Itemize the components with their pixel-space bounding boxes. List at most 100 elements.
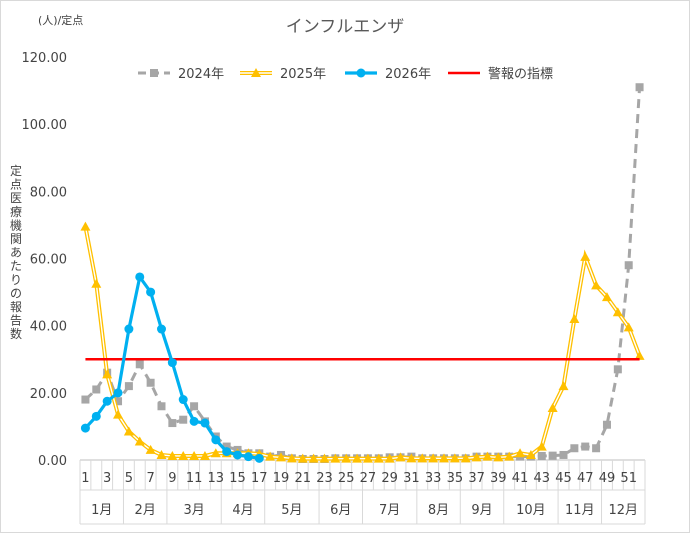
series-2024-point: [222, 442, 231, 451]
series-2026-point: [102, 396, 112, 406]
legend-label: 2026年: [385, 67, 431, 82]
series-2024-point: [81, 395, 90, 404]
x-tick-label: 47: [577, 471, 594, 486]
month-label: 6月: [330, 503, 351, 518]
month-label: 11月: [565, 503, 595, 518]
series-2025-point: [536, 441, 547, 451]
series-2024-point: [570, 444, 579, 453]
x-tick-label: 31: [403, 471, 420, 486]
series-2026-point: [124, 324, 134, 334]
x-tick-label: 7: [146, 471, 154, 486]
x-tick-label: 15: [229, 471, 246, 486]
y-label-char: 医: [10, 191, 22, 205]
series-2025-point: [612, 307, 623, 317]
series-2025-point: [547, 402, 558, 412]
series-2025-point: [352, 453, 363, 463]
x-tick-label: 33: [425, 471, 442, 486]
series-2026-point: [113, 388, 123, 398]
series-2024-point: [146, 378, 155, 387]
series-2024-point: [537, 451, 546, 460]
series-2025-point: [406, 453, 417, 463]
month-label: 7月: [379, 503, 400, 518]
legend-label: 2024年: [178, 67, 224, 82]
y-label-char: り: [10, 273, 22, 287]
y-label-char: 療: [10, 205, 22, 219]
x-tick-label: 37: [468, 471, 485, 486]
month-label: 3月: [183, 503, 204, 518]
series-2024-point: [613, 365, 622, 374]
y-axis-ticks: 0.00 20.00 40.00 60.00 80.00 100.00 120.00: [22, 51, 68, 469]
series-2025-point: [417, 453, 428, 463]
series-2024-point: [592, 444, 601, 453]
series-2024-point: [624, 261, 633, 270]
series-2024-point: [602, 420, 611, 429]
series-2024-point: [179, 415, 188, 424]
series-2025-point: [591, 280, 602, 290]
series-2025-point: [373, 453, 384, 463]
series-2025-point: [330, 453, 341, 463]
series-2025-point: [319, 453, 330, 463]
y-tick-label: 0.00: [38, 454, 67, 469]
axes: [79, 459, 646, 525]
y-tick-label: 120.00: [22, 51, 68, 66]
y-label-char: 報: [10, 300, 22, 314]
x-tick-label: 51: [620, 471, 637, 486]
series-2025-point: [601, 292, 612, 302]
series-2024-point: [559, 450, 568, 459]
series-2025-point: [558, 381, 569, 391]
x-tick-label: 35: [447, 471, 464, 486]
series-2025-point: [395, 452, 406, 462]
series-2024-point: [92, 385, 101, 394]
unit-label: (人)/定点: [38, 13, 83, 27]
x-tick-label: 29: [381, 471, 398, 486]
x-tick-label: 49: [599, 471, 616, 486]
series-2025-point: [623, 322, 634, 332]
chart-title: インフルエンザ: [286, 17, 405, 37]
series-2025-point: [80, 221, 91, 231]
series-2025-point: [482, 451, 493, 461]
series-2024-point: [190, 402, 199, 411]
x-tick-label: 17: [251, 471, 268, 486]
series-2026-point: [211, 435, 221, 445]
y-tick-label: 60.00: [30, 253, 67, 268]
y-label-char: 定: [10, 163, 22, 178]
series-2025-point: [265, 451, 276, 461]
y-label-char: の: [10, 286, 22, 300]
series-2025-point: [515, 448, 526, 458]
series-2025-point: [362, 453, 373, 463]
series-2025-point: [113, 409, 124, 419]
series-2025-line-inner: [84, 226, 641, 460]
y-label-char: 点: [10, 178, 22, 192]
series-2025-point: [276, 452, 287, 462]
x-tick-label: 21: [294, 471, 311, 486]
legend: 2024年 2025年 2026年 警報の指標: [138, 66, 553, 82]
month-label: 1月: [91, 503, 112, 518]
series-2026-point: [156, 324, 166, 334]
series-2024-point: [168, 419, 177, 428]
legend-2026-marker: [356, 68, 366, 78]
y-tick-label: 40.00: [30, 320, 67, 335]
series-2025-point: [210, 448, 221, 458]
series-2026-point: [200, 418, 210, 428]
series-2025-point: [525, 449, 536, 459]
series-2026-point: [243, 452, 253, 462]
x-axis-ticks: 1 3 5 7 9 11 13 15 17 19 21 23 25 27 29 31 33 35 37 39 41 43 4…: [81, 471, 637, 486]
x-tick-label: 13: [208, 471, 225, 486]
series-2025-point: [123, 426, 134, 436]
series-2025-point: [286, 453, 297, 463]
series-2025-point: [580, 251, 591, 261]
y-label-char: 告: [10, 314, 22, 328]
x-tick-label: 5: [125, 471, 133, 486]
series-2026-point: [80, 423, 90, 433]
series-2025-point: [493, 452, 504, 462]
y-label-char: あ: [10, 246, 22, 260]
series-2025-point: [504, 451, 515, 461]
y-label-char: 関: [10, 232, 22, 246]
series-2025-point: [167, 450, 178, 460]
month-axis: 1月 2月 3月 4月 5月 6月 7月 8月 9月 10月 11月 12月: [91, 503, 638, 518]
y-label-char: 数: [10, 326, 22, 341]
x-tick-label: 45: [555, 471, 572, 486]
series-2026-point: [146, 287, 156, 297]
